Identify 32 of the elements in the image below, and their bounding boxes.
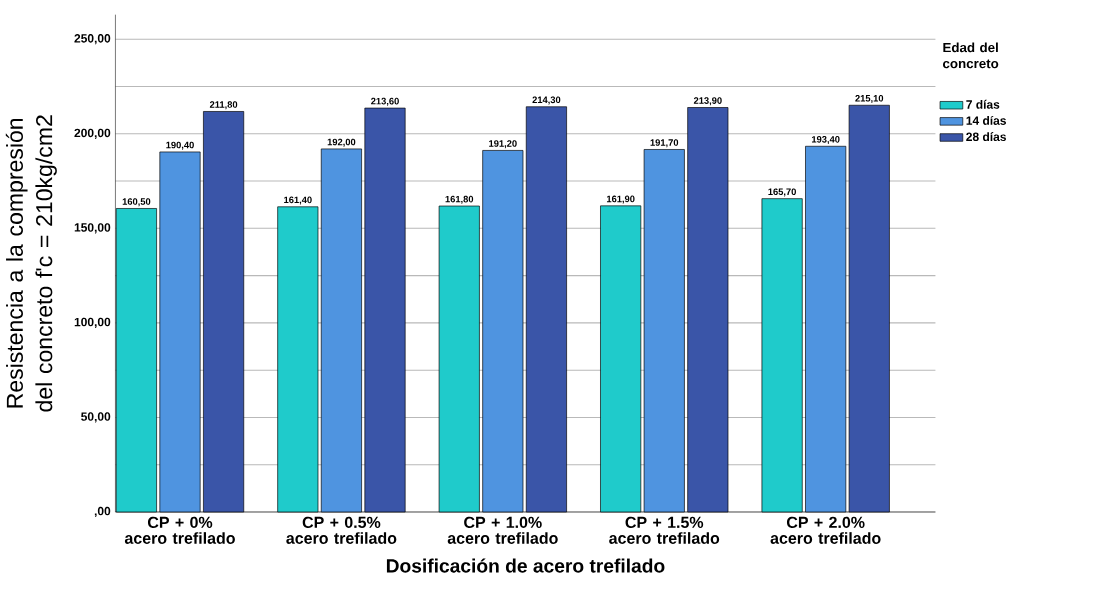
- y-tick-label: ,00: [94, 506, 111, 518]
- data-label: 193,40: [811, 136, 840, 144]
- data-label: 211,80: [209, 101, 238, 110]
- data-label: 161,40: [284, 196, 312, 205]
- y-tick-label: 100,00: [74, 317, 111, 329]
- data-label: 215,10: [855, 95, 884, 103]
- y-tick-label: 150,00: [74, 223, 111, 234]
- legend-label: 28 días: [966, 132, 1006, 142]
- y-axis-title: Resistencia a la compresión del concreto f'c = 210kg/cm2: [5, 115, 57, 412]
- x-axis-title: Dosificación de acero trefilado: [386, 558, 665, 573]
- x-tick-label: CP + 1.5% acero trefilado: [609, 516, 720, 544]
- data-label: 213,60: [371, 97, 399, 106]
- data-label: 161,90: [606, 195, 635, 204]
- legend-label: 14 días: [966, 115, 1006, 125]
- y-tick-label: 50,00: [81, 412, 111, 423]
- legend-label: 7 días: [966, 99, 1000, 109]
- data-label: 213,90: [693, 97, 722, 106]
- data-label: 165,70: [768, 188, 796, 197]
- x-tick-label: CP + 0.5% acero trefilado: [286, 516, 397, 544]
- y-tick-label: 250,00: [74, 34, 111, 45]
- data-label: 191,20: [489, 140, 517, 149]
- data-label: 160,50: [122, 198, 151, 207]
- x-tick-label: CP + 2.0% acero trefilado: [770, 516, 881, 544]
- data-label: 214,30: [532, 96, 561, 105]
- x-tick-label: CP + 1.0% acero trefilado: [447, 516, 558, 544]
- x-tick-label: CP + 0% acero trefilado: [124, 516, 235, 544]
- data-label: 190,40: [166, 141, 194, 150]
- data-label: 192,00: [327, 138, 356, 147]
- data-label: 161,80: [445, 195, 474, 204]
- legend-title: Edad del concreto: [943, 42, 999, 69]
- data-label: 191,70: [650, 139, 679, 148]
- y-tick-label: 200,00: [74, 128, 111, 139]
